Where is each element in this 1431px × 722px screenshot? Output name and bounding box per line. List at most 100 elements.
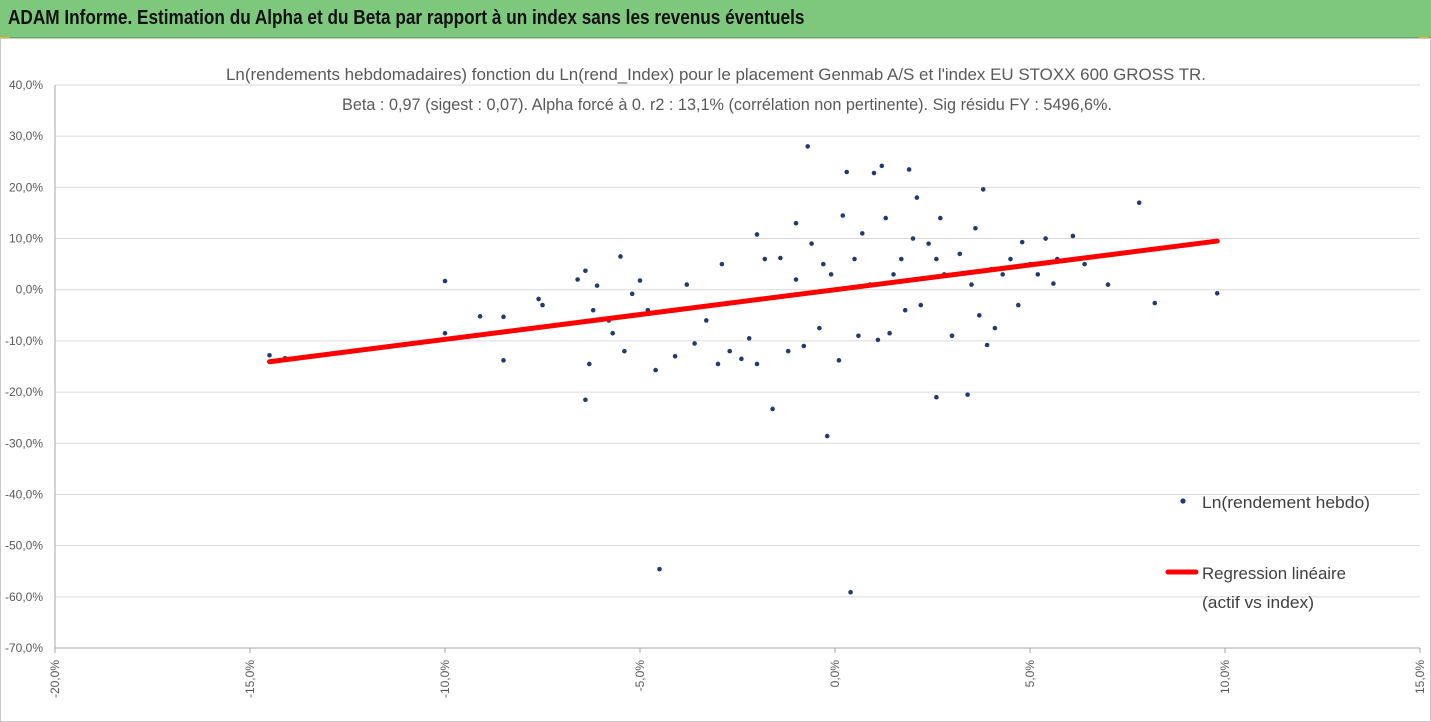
data-point [704, 318, 709, 323]
data-point [1152, 300, 1158, 306]
data-point [719, 261, 725, 267]
y-tick-label: 0,0% [16, 283, 44, 297]
data-point [477, 314, 483, 319]
data-point [622, 348, 627, 354]
data-point [887, 330, 892, 336]
data-point [267, 352, 272, 358]
chart-subtitle: Beta : 0,97 (sigest : 0,07). Alpha forcé… [342, 95, 1112, 114]
data-point [1000, 272, 1005, 277]
data-point [891, 272, 896, 277]
data-point [575, 277, 580, 282]
data-point [785, 348, 791, 354]
y-tick-label: -70,0% [5, 641, 43, 655]
data-point [754, 232, 760, 237]
data-point [856, 333, 861, 339]
data-point [739, 356, 744, 362]
data-point [442, 330, 448, 336]
data-point [501, 358, 506, 363]
data-point [879, 163, 885, 169]
data-point [629, 291, 635, 297]
data-point [762, 256, 768, 262]
data-point [934, 394, 939, 400]
data-point [672, 353, 678, 359]
data-point [1019, 239, 1025, 245]
data-point [501, 314, 506, 320]
report-header: ADAM Informe. Estimation du Alpha et du … [0, 0, 1431, 38]
data-point [984, 342, 990, 348]
data-point [770, 406, 775, 412]
data-point [1082, 261, 1087, 267]
data-point [692, 341, 697, 346]
data-point [906, 167, 912, 172]
data-point [969, 282, 974, 287]
chart-frame [0, 38, 1431, 722]
data-point [715, 361, 721, 367]
data-point [637, 278, 643, 283]
data-point [540, 302, 545, 308]
data-point [746, 336, 752, 341]
chart-title: Ln(rendements hebdomadaires) fonction du… [226, 65, 1206, 84]
data-point [821, 261, 826, 267]
legend: Ln(rendement hebdo) Regression linéaire … [1165, 493, 1370, 612]
x-tick-label: -20,0% [48, 660, 62, 698]
data-point [684, 282, 690, 287]
data-point [840, 213, 846, 218]
data-point [860, 231, 865, 236]
x-tick-label: 10,0% [1218, 660, 1232, 694]
data-point [848, 589, 853, 595]
data-point [871, 170, 877, 176]
data-point [1051, 281, 1056, 286]
data-point [926, 241, 931, 246]
data-point [1043, 236, 1048, 241]
y-tick-label: -60,0% [5, 590, 43, 604]
data-point [918, 302, 924, 308]
data-point [590, 307, 596, 313]
data-point [1035, 272, 1041, 277]
data-point [793, 220, 799, 226]
y-tick-label: -20,0% [5, 385, 43, 399]
data-point [980, 187, 986, 192]
data-point [992, 325, 998, 331]
x-tick-label: -5,0% [633, 660, 647, 692]
legend-regression-label-line1: Regression linéaire [1202, 564, 1346, 583]
data-point [852, 256, 857, 262]
data-point [536, 296, 541, 302]
data-point [594, 283, 600, 288]
y-tick-label: -40,0% [5, 487, 43, 501]
x-tick-label: -10,0% [438, 660, 452, 698]
data-point [949, 333, 955, 339]
x-tick-label: 15,0% [1413, 660, 1427, 694]
data-point [1136, 200, 1142, 206]
y-tick-label: 10,0% [9, 232, 43, 246]
data-point [938, 215, 943, 221]
data-point [583, 397, 588, 403]
data-point [1016, 302, 1021, 308]
scatter-points [267, 144, 1220, 595]
data-point [442, 278, 448, 284]
y-tick-label: 30,0% [9, 129, 43, 143]
y-tick-label: -30,0% [5, 436, 43, 450]
data-point [754, 361, 760, 367]
data-point [793, 277, 799, 282]
legend-scatter-label: Ln(rendement hebdo) [1202, 493, 1370, 512]
data-point [1105, 282, 1111, 287]
data-point [824, 433, 830, 439]
data-point [801, 343, 807, 349]
data-point [805, 144, 810, 149]
y-tick-label: 40,0% [9, 78, 43, 92]
data-point [653, 367, 658, 373]
y-tick-label: -10,0% [5, 334, 43, 348]
x-tick-label: 0,0% [828, 660, 842, 688]
x-tick-label: -15,0% [243, 660, 257, 698]
data-point [610, 330, 615, 336]
data-point [1070, 233, 1076, 239]
data-point [1214, 291, 1220, 296]
data-point [875, 337, 881, 343]
data-point [977, 313, 982, 318]
data-point [809, 241, 814, 246]
data-point [914, 195, 920, 200]
legend-regression-label-line2: (actif vs index) [1202, 593, 1314, 612]
data-point [727, 348, 732, 354]
y-tick-label: 20,0% [9, 180, 43, 194]
